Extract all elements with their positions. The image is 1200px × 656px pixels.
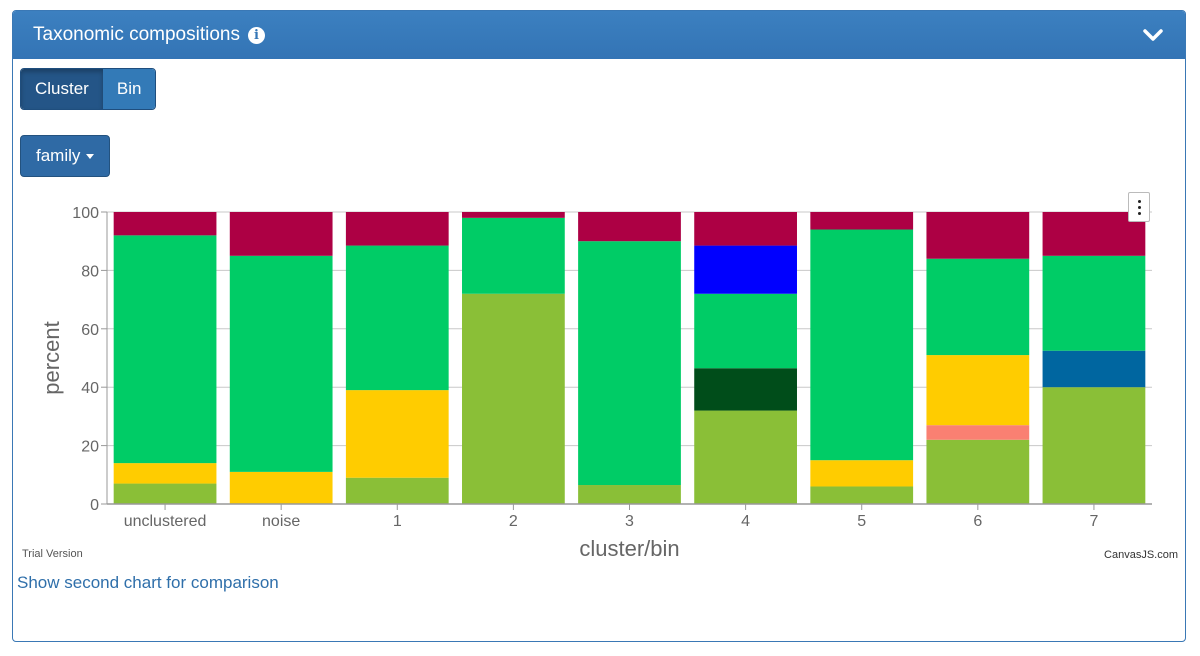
bar-segment [926, 355, 1030, 426]
bar-segment [1042, 387, 1146, 504]
x-tick-label: unclustered [124, 513, 207, 530]
cluster-bin-toggle: Cluster Bin [20, 68, 157, 110]
bar-segment [578, 241, 681, 486]
bar-segment [810, 212, 914, 230]
x-tick-label: 3 [625, 513, 634, 530]
x-tick-label: 5 [857, 513, 866, 530]
info-icon[interactable]: i [247, 26, 265, 44]
bar-segment [1042, 255, 1146, 351]
x-tick-label: 1 [393, 513, 402, 530]
bar-segment [578, 212, 681, 242]
x-tick-label: noise [262, 513, 300, 530]
bar-segment [1042, 350, 1146, 388]
y-tick-label: 0 [90, 497, 99, 514]
bar-segment [113, 212, 217, 236]
bar-segment [810, 486, 914, 504]
bar-segment [810, 460, 914, 487]
x-tick-label: 4 [741, 513, 750, 530]
bar-segment [694, 212, 797, 246]
bar-segment [926, 439, 1030, 504]
bar-segment [345, 477, 449, 504]
bar-segment [462, 293, 565, 504]
caret-down-icon [86, 153, 95, 159]
rank-dropdown[interactable]: family [20, 135, 111, 177]
bar-segment [926, 212, 1030, 259]
cluster-button[interactable]: Cluster [21, 69, 103, 109]
y-tick-label: 40 [81, 380, 99, 397]
y-tick-label: 100 [72, 205, 99, 222]
bar-segment [926, 425, 1030, 440]
bin-button[interactable]: Bin [102, 69, 156, 109]
bar-segment [229, 255, 333, 472]
bar-segment [345, 212, 449, 246]
panel-title: Taxonomic compositions [33, 24, 240, 45]
canvasjs-credit[interactable]: CanvasJS.com [1104, 549, 1178, 561]
trial-version-label: Trial Version [22, 548, 83, 560]
bar-segment [229, 212, 333, 256]
bar-segment [694, 245, 797, 294]
panel-heading: Taxonomic compositions i [13, 11, 1185, 59]
x-tick-label: 7 [1089, 513, 1098, 530]
y-tick-label: 80 [81, 263, 99, 280]
x-tick-label: 6 [973, 513, 982, 530]
x-tick-label: 2 [509, 513, 518, 530]
bar-segment [926, 258, 1030, 356]
show-second-chart-link[interactable]: Show second chart for comparison [17, 573, 279, 592]
bar-segment [578, 485, 681, 504]
y-axis-title: percent [39, 321, 64, 394]
chevron-down-icon[interactable] [1141, 23, 1165, 47]
bar-segment [229, 471, 333, 504]
x-axis-title: cluster/bin [579, 536, 679, 561]
bar-segment [345, 245, 449, 391]
more-vertical-icon[interactable] [1128, 192, 1150, 222]
y-tick-label: 60 [81, 322, 99, 339]
bar-segment [810, 229, 914, 461]
bar-segment [694, 293, 797, 369]
bar-segment [462, 217, 565, 294]
bar-segment [113, 483, 217, 504]
y-tick-label: 20 [81, 439, 99, 456]
bar-segment [694, 410, 797, 504]
bar-segment [113, 463, 217, 484]
bar-segment [345, 390, 449, 478]
bar-segment [113, 235, 217, 464]
bar-segment [462, 212, 565, 218]
rank-dropdown-label: family [36, 146, 81, 165]
bar-segment [694, 368, 797, 411]
